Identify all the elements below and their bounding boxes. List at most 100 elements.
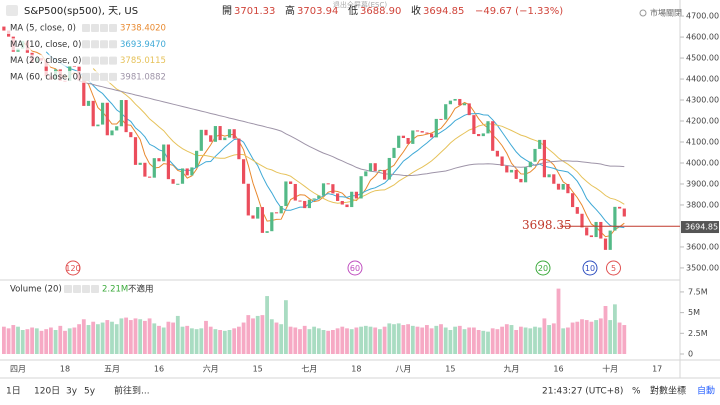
y-tick-label: 4600.00: [686, 33, 719, 42]
volume-bar: [77, 324, 81, 354]
legend-icon[interactable]: [82, 72, 90, 81]
legend-icon[interactable]: [82, 24, 90, 32]
candle-body: [378, 169, 382, 171]
candle-body: [571, 193, 575, 208]
volume-bar: [608, 320, 613, 354]
legend-icon[interactable]: [109, 72, 117, 81]
period-marker-label: 60: [350, 264, 360, 273]
legend-name: MA (10, close, 0): [10, 40, 81, 50]
volume-bar: [547, 325, 551, 354]
legend-icon[interactable]: [64, 285, 72, 293]
volume-tick-label: 2.5M: [688, 329, 708, 338]
toolbar-button[interactable]: %: [632, 387, 641, 397]
legend-icon[interactable]: [100, 56, 108, 65]
toolbar-button[interactable]: 120日: [34, 386, 60, 397]
candle-body: [528, 161, 532, 168]
candle-body: [383, 169, 387, 180]
legend-icon[interactable]: [100, 72, 108, 81]
legend-icon[interactable]: [109, 56, 117, 65]
x-tick-label: 16: [154, 365, 164, 374]
volume-bar: [584, 320, 589, 354]
volume-bar: [237, 326, 241, 354]
volume-bar: [227, 330, 232, 354]
volume-bar: [124, 317, 128, 354]
volume-bar: [457, 325, 462, 354]
candle-body: [185, 168, 189, 176]
ohlc-label: 低: [348, 4, 358, 17]
candle-body: [289, 181, 293, 184]
candle-body: [434, 118, 438, 138]
volume-bar: [472, 327, 476, 354]
legend-icon[interactable]: [91, 285, 99, 293]
candle-body: [458, 98, 462, 106]
candle-body: [82, 80, 86, 106]
legend-icon[interactable]: [91, 56, 99, 65]
toolbar-button[interactable]: 1日: [6, 386, 21, 397]
candle-body: [453, 98, 457, 101]
candle-body: [491, 121, 495, 151]
candle-body: [115, 126, 119, 131]
period-marker: [606, 260, 621, 276]
y-tick-label: 4500.00: [686, 54, 719, 63]
volume-bar: [185, 325, 190, 354]
period-marker-label: 5: [611, 264, 616, 273]
volume-bar: [415, 326, 420, 354]
symbol-icon[interactable]: [6, 5, 18, 16]
legend-icon[interactable]: [91, 24, 99, 32]
candle-body: [415, 130, 420, 132]
candle-body: [580, 213, 584, 228]
candle-body: [293, 183, 297, 201]
toolbar-button[interactable]: 5y: [84, 387, 96, 397]
volume-bar: [514, 330, 519, 354]
candle-body: [566, 183, 570, 194]
legend-icon[interactable]: [91, 72, 99, 81]
ohlc-value: 3694.85: [423, 6, 464, 17]
legend-icon[interactable]: [91, 40, 99, 49]
volume-bar: [34, 328, 39, 354]
volume-bar: [218, 330, 222, 354]
volume-bar: [171, 322, 175, 354]
candle-body: [392, 147, 396, 158]
volume-bar: [81, 319, 86, 354]
legend-icon[interactable]: [73, 285, 81, 293]
candle-body: [594, 221, 598, 238]
candle-body: [411, 130, 415, 144]
candle-body: [242, 159, 246, 184]
candle-body: [472, 115, 476, 135]
x-tick-label: 15: [445, 365, 455, 374]
legend-icon[interactable]: [82, 56, 90, 65]
candle-body: [599, 221, 603, 239]
volume-bar: [504, 324, 509, 354]
volume-bar: [213, 329, 218, 354]
candle-body: [397, 135, 401, 148]
legend-value: 3785.0115: [120, 56, 166, 66]
legend-icon[interactable]: [109, 24, 117, 32]
toolbar-button[interactable]: 對數坐標: [650, 385, 686, 397]
volume-bar: [166, 321, 171, 354]
candle-body: [124, 100, 128, 133]
legend-value: 3738.4020: [120, 24, 166, 34]
toolbar-button[interactable]: 3y: [66, 387, 78, 397]
volume-bar: [246, 315, 251, 354]
legend-icon[interactable]: [82, 285, 90, 293]
legend-icon[interactable]: [109, 40, 117, 49]
volume-bar: [293, 327, 298, 354]
toolbar-button[interactable]: 自動: [697, 385, 715, 397]
legend-icon[interactable]: [82, 40, 90, 49]
volume-bar: [11, 325, 16, 354]
volume-bar: [161, 327, 166, 354]
toolbar-button[interactable]: 前往到...: [114, 385, 150, 397]
volume-bar: [331, 330, 335, 354]
candle-body: [608, 230, 612, 250]
candle-body: [533, 148, 537, 162]
volume-bar: [39, 330, 44, 354]
candle-body: [477, 134, 481, 137]
legend-icon[interactable]: [100, 24, 108, 32]
candle-body: [129, 132, 133, 138]
y-tick-label: 4200.00: [686, 117, 719, 126]
legend-icon[interactable]: [100, 40, 108, 49]
candle-body: [509, 169, 514, 173]
volume-bar: [25, 329, 30, 354]
volume-bar: [345, 328, 349, 354]
last-value-box: [681, 221, 719, 234]
